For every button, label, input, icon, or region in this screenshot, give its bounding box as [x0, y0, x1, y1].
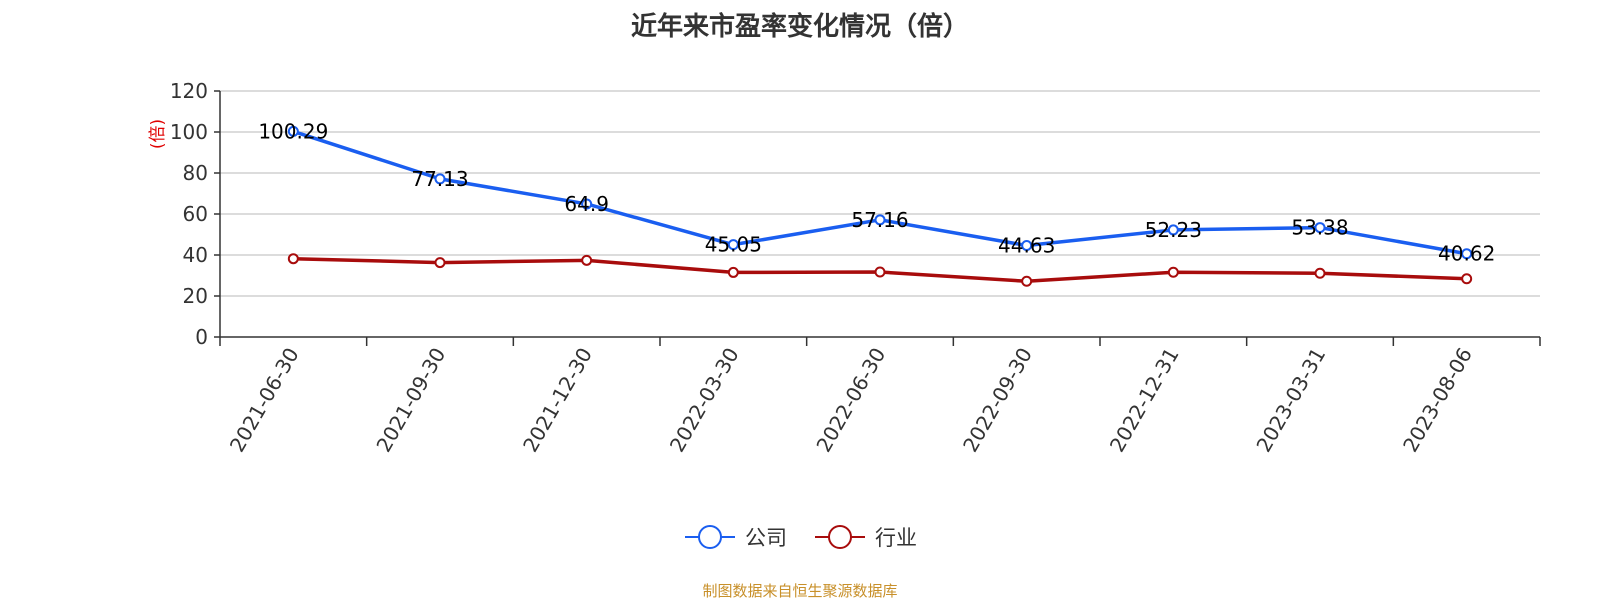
data-label: 53.38 [1291, 216, 1348, 240]
data-point[interactable] [874, 266, 886, 278]
y-tick-label: 20 [183, 284, 208, 308]
data-point[interactable] [434, 173, 446, 185]
x-tick-label: 2023-08-06 [1398, 344, 1477, 457]
x-tick-label: 2023-03-31 [1251, 344, 1330, 457]
data-point[interactable] [581, 198, 593, 210]
data-point[interactable] [1314, 222, 1326, 234]
legend-label[interactable]: 公司 [745, 526, 787, 550]
data-label: 57.16 [851, 208, 908, 232]
data-point[interactable] [1461, 273, 1473, 285]
series-lines [287, 125, 1473, 287]
x-tick-label: 2022-03-30 [665, 344, 744, 457]
y-tick-label: 80 [183, 161, 208, 185]
data-point[interactable] [287, 253, 299, 265]
x-tick-label: 2022-09-30 [958, 344, 1037, 457]
data-label: 100.29 [258, 119, 328, 143]
data-point[interactable] [287, 125, 299, 137]
x-tick-label: 2022-06-30 [811, 344, 890, 457]
data-label: 44.63 [998, 234, 1055, 258]
axes: 0 20 40 60 80 100 120(倍) 2021-06-30 2021-09-30 20… [148, 79, 1541, 457]
data-point[interactable] [1167, 266, 1179, 278]
data-point[interactable] [1021, 275, 1033, 287]
data-point[interactable] [434, 257, 446, 269]
data-point[interactable] [581, 254, 593, 266]
x-tick-label: 2022-12-31 [1105, 344, 1184, 457]
grid-lines [220, 90, 1540, 297]
data-point[interactable] [727, 239, 739, 251]
data-label: 52.23 [1145, 218, 1202, 242]
y-axis-unit-label: (倍) [148, 119, 168, 149]
y-tick-label: 120 [170, 79, 208, 103]
x-tick-label: 2021-06-30 [225, 344, 304, 457]
data-label: 40.62 [1438, 242, 1495, 266]
y-tick-label: 60 [183, 202, 208, 226]
data-point[interactable] [1314, 267, 1326, 279]
data-point[interactable] [1021, 240, 1033, 252]
chart-title: 近年来市盈率变化情况（倍） [630, 12, 969, 42]
x-tick-label: 2021-12-30 [518, 344, 597, 457]
data-label: 64.9 [564, 192, 609, 216]
data-label: 77.13 [411, 167, 468, 191]
legend-label[interactable]: 行业 [875, 526, 917, 550]
y-tick-label: 0 [195, 325, 208, 349]
data-label: 45.05 [705, 233, 762, 257]
data-point[interactable] [874, 214, 886, 226]
legend: 公司 行业 [685, 525, 917, 550]
data-point[interactable] [727, 266, 739, 278]
x-tick-label: 2021-09-30 [371, 344, 450, 457]
source-note: 制图数据来自恒生聚源数据库 [702, 582, 898, 600]
legend-swatch-marker [828, 525, 852, 549]
data-labels: 100.29 77.13 64.9 45.05 57.16 44.63 52.23 53.38… [258, 119, 1495, 265]
data-point[interactable] [1167, 224, 1179, 236]
data-point[interactable] [1461, 248, 1473, 260]
legend-swatch-marker [698, 525, 722, 549]
y-tick-label: 40 [183, 243, 208, 267]
y-tick-label: 100 [170, 120, 208, 144]
